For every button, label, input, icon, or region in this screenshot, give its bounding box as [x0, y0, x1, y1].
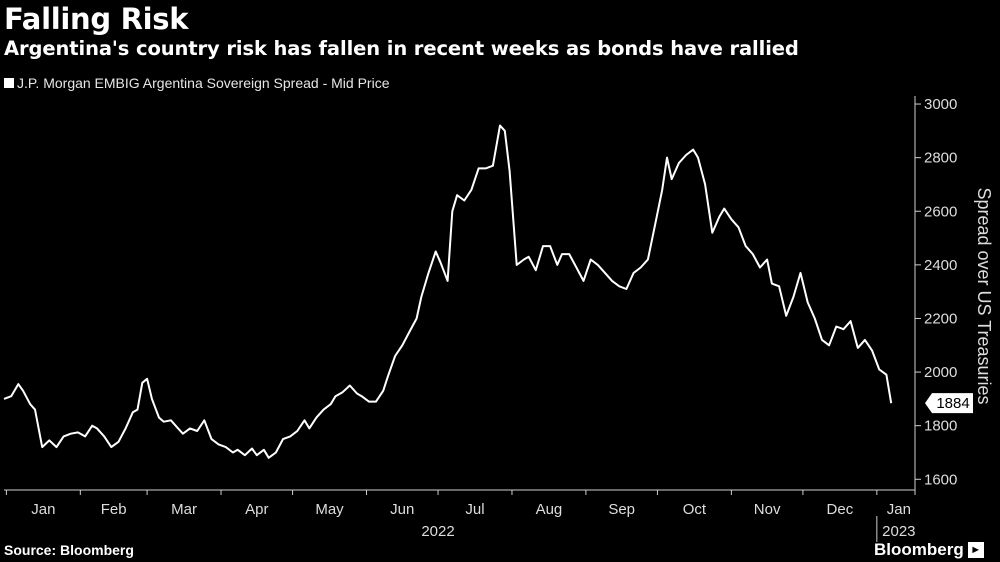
year-label: 2023: [882, 523, 915, 540]
y-tick-label: 3000: [924, 96, 957, 113]
x-tick-label: Jan: [31, 501, 55, 518]
bloomberg-logo: Bloomberg ►: [874, 540, 984, 560]
x-tick-label: Jan: [887, 501, 911, 518]
chart-title: Falling Risk: [4, 2, 189, 36]
chart-axes: 1600 1800 2000 2200 2400 2600 2800 3000 Spread o…: [4, 96, 994, 542]
x-tick-label: Jun: [390, 501, 414, 518]
last-value-box: [925, 393, 973, 414]
series-line: [3, 124, 893, 459]
x-tick-label: Mar: [171, 501, 197, 518]
x-tick-label: Aug: [536, 501, 563, 518]
legend-swatch: [4, 78, 14, 88]
x-tick-label: Nov: [754, 501, 781, 518]
x-tick-label: Oct: [683, 501, 707, 518]
legend: J.P. Morgan EMBIG Argentina Sovereign Sp…: [4, 75, 389, 91]
x-tick-label: Jul: [465, 501, 484, 518]
y-tick-label: 2400: [924, 257, 957, 274]
last-value-label: 1884: [936, 395, 969, 412]
y-tick-label: 1600: [924, 471, 957, 488]
x-tick-label: Apr: [245, 501, 268, 518]
chart-overlay: 1884: [925, 393, 973, 414]
y-tick-label: 2200: [924, 310, 957, 327]
x-tick-label: May: [315, 501, 344, 518]
x-tick-label: Dec: [827, 501, 854, 518]
source-note: Source: Bloomberg: [4, 542, 134, 558]
chart-series: [3, 124, 893, 459]
y-tick-label: 2600: [924, 203, 957, 220]
y-tick-label: 2800: [924, 150, 957, 167]
y-tick-label: 2000: [924, 364, 957, 381]
chart-subtitle: Argentina's country risk has fallen in r…: [4, 37, 799, 60]
y-axis-title: Spread over US Treasuries: [974, 187, 994, 404]
last-value-callout: 1884: [925, 393, 973, 414]
y-tick-label: 1800: [924, 418, 957, 435]
bloomberg-logo-icon: ►: [967, 542, 984, 558]
legend-label: J.P. Morgan EMBIG Argentina Sovereign Sp…: [17, 75, 390, 91]
brand-name: Bloomberg: [874, 540, 964, 559]
x-tick-label: Sep: [608, 501, 635, 518]
x-tick-label: Feb: [101, 501, 127, 518]
year-label: 2022: [421, 523, 454, 540]
